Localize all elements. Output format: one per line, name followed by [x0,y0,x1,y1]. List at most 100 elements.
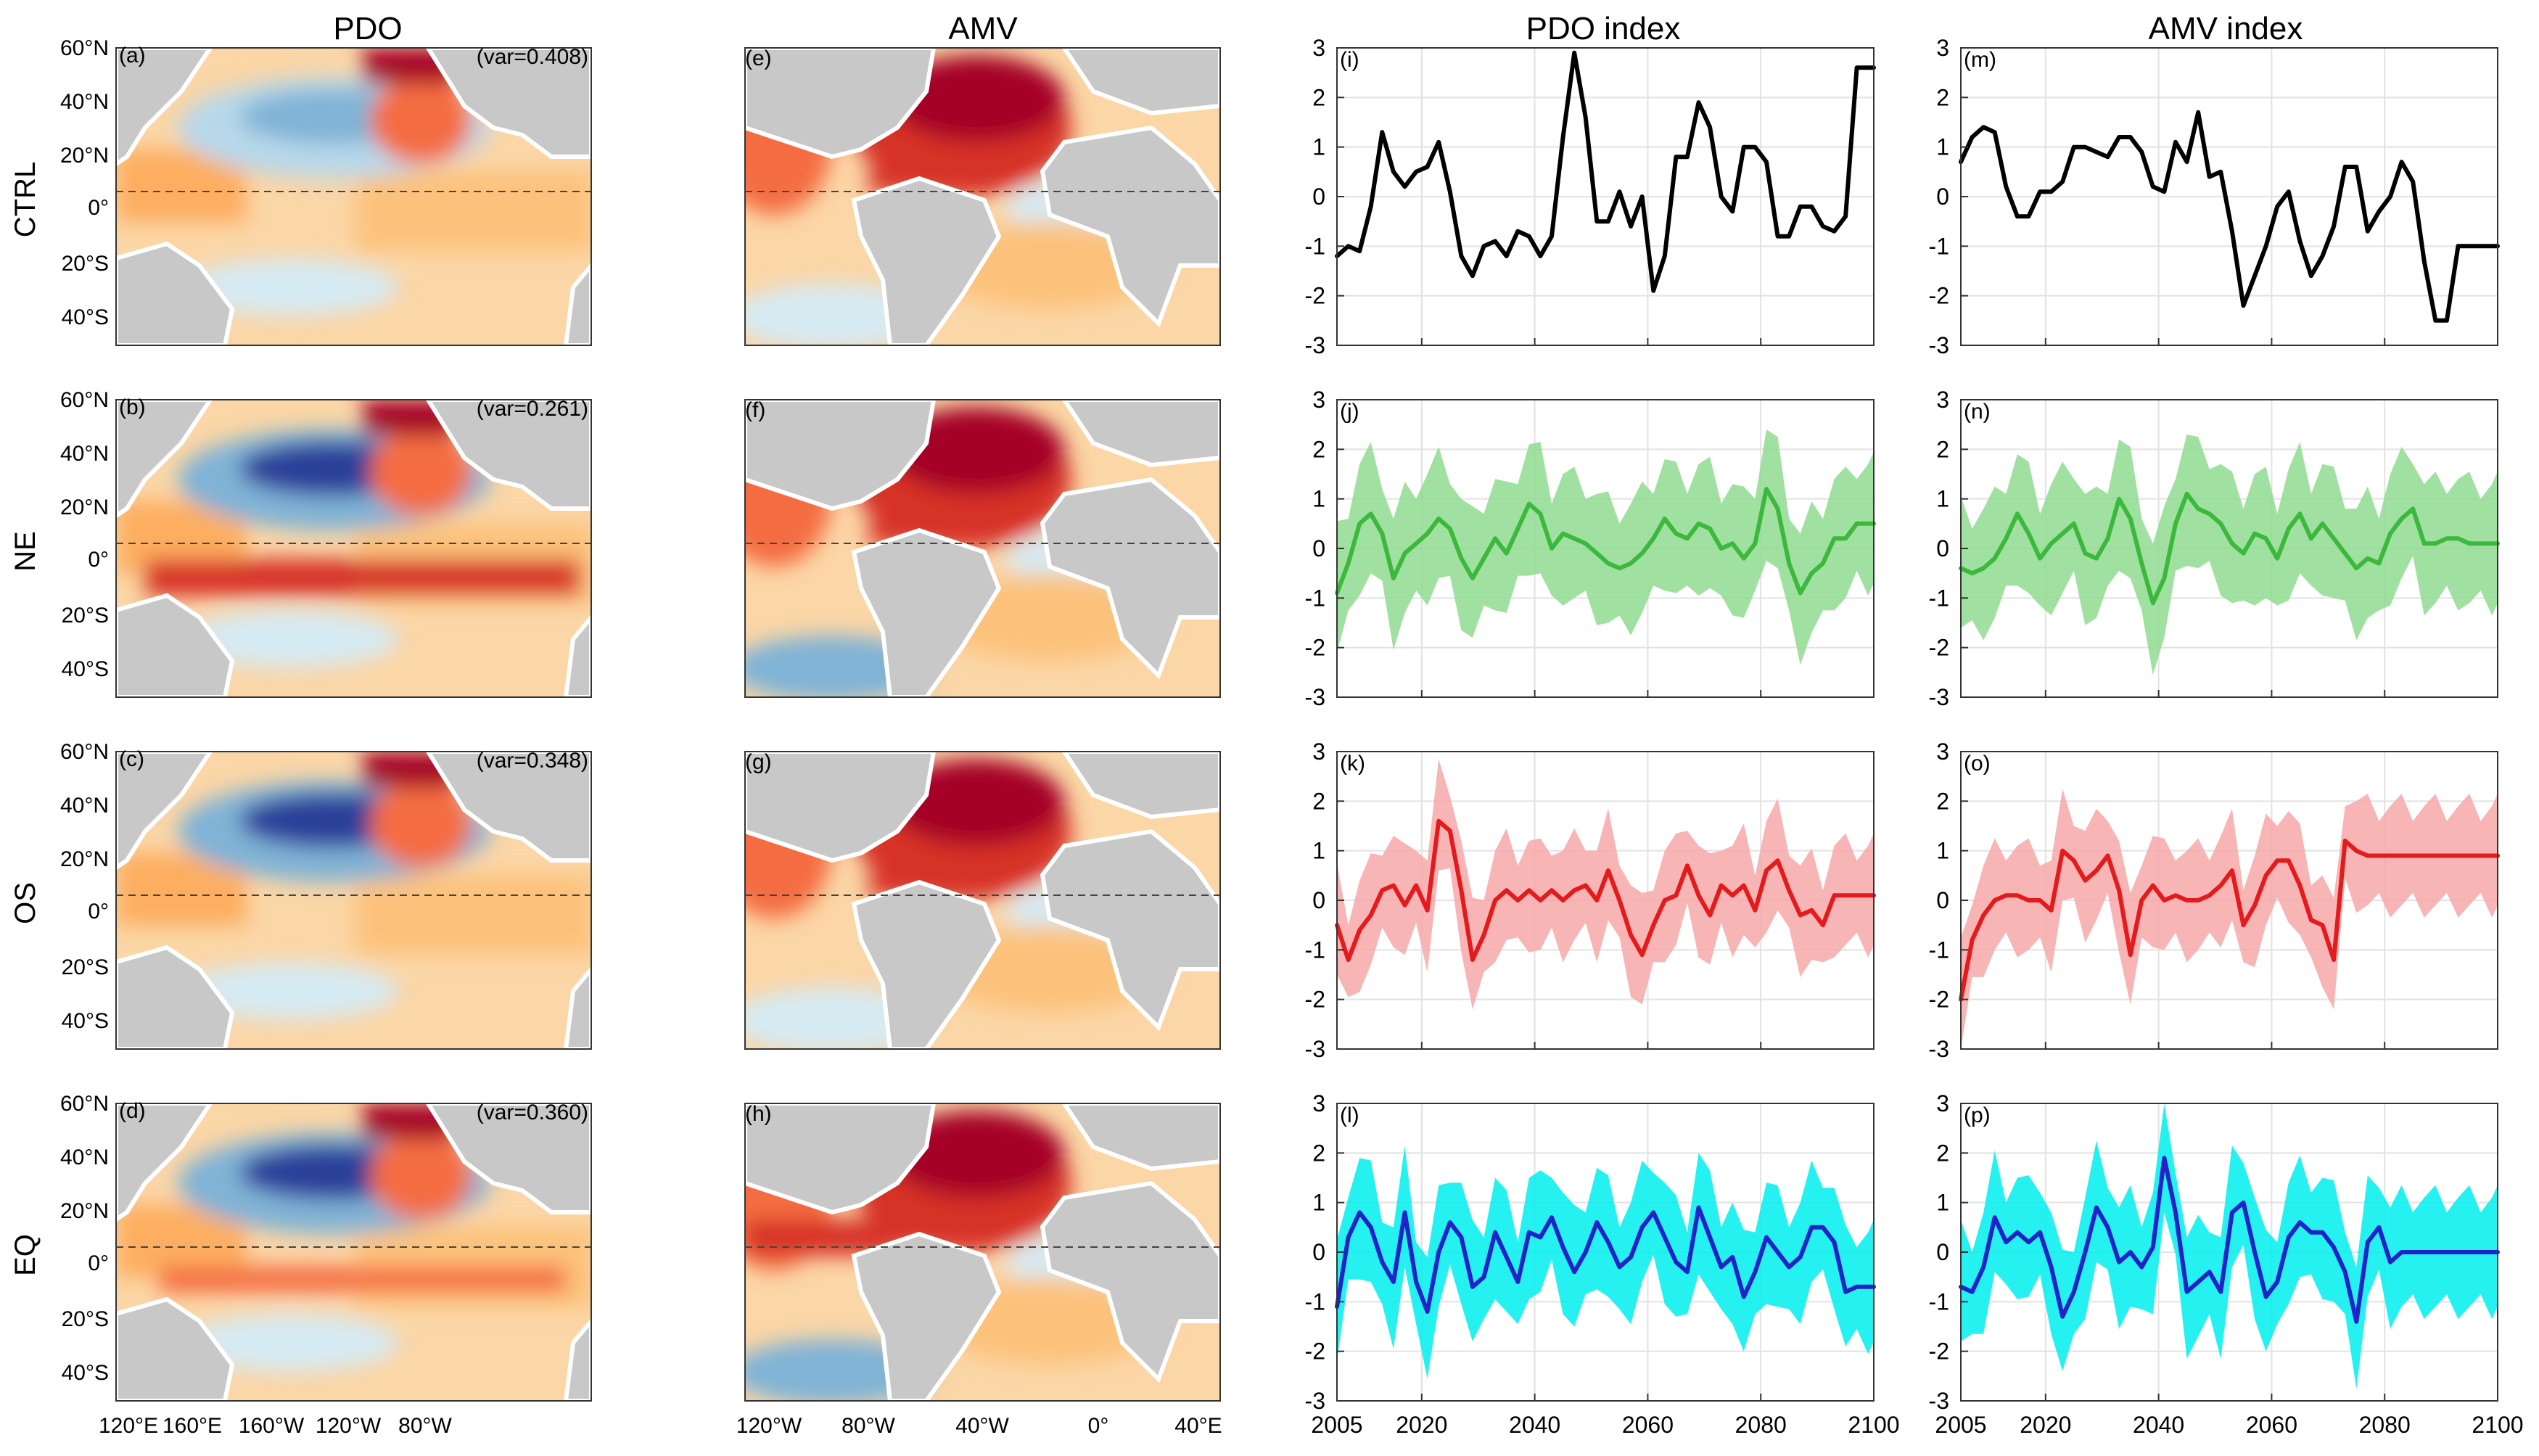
index-line [1335,487,1876,596]
x-tick-label: 2005 [1311,1412,1362,1438]
sst-anomaly-pattern [116,400,591,668]
y-tick-label: 3 [1312,739,1325,765]
index-chart: -3 -2 -1 0 1 2 3 2005 2020 2040 2060 2080 2100 (p) [1929,1090,2524,1438]
panel-label: (o) [1964,752,1991,776]
index-chart: -3 -2 -1 0 1 2 3 (k) [1305,739,1876,1062]
index-chart: -3 -2 -1 0 1 2 3 (m) [1929,35,2500,358]
index-line [1959,839,2500,1002]
y-tick-label: -3 [1929,684,1949,710]
y-tick-label: 1 [1312,486,1325,512]
y-tick-label: 0 [1312,184,1325,210]
land-mask [745,1103,1220,1401]
lat-tick-label: 40°S [62,305,109,329]
lat-tick-label: 0° [88,1251,109,1275]
lon-tick-label: 120°W [316,1414,382,1438]
panel-label: (p) [1964,1103,1991,1127]
y-tick-label: 2 [1936,84,1949,110]
index-chart: -3 -2 -1 0 1 2 3 (o) [1929,739,2500,1062]
lat-tick-label: 20°S [62,604,109,628]
variance-label: (var=0.360) [477,1101,588,1124]
y-tick-label: 1 [1936,134,1949,160]
ensemble-spread-band [1337,429,1874,665]
y-tick-label: 0 [1312,1239,1325,1265]
index-chart: -3 -2 -1 0 1 2 3 (i) [1305,35,1876,358]
lat-tick-label: 20°N [60,1199,109,1223]
lon-tick-label: 160°E [162,1414,222,1438]
panel-label: (e) [745,46,772,70]
lat-tick-label: 0° [88,548,109,572]
y-tick-label: 0 [1312,535,1325,562]
land-mask [745,48,1220,345]
index-line [1335,818,1876,962]
y-tick-label: 1 [1936,1190,1949,1216]
amv-map-panel: (e) [744,46,1221,346]
y-tick-label: -3 [1929,332,1949,358]
pdo-map-column: (a) (var=0.408)60°N40°N20°N0°20°S40°S(b)(… [60,36,592,1438]
y-tick-label: 3 [1312,1090,1325,1116]
lat-tick-label: 20°S [62,1307,109,1331]
land-mask [745,752,1220,1049]
lat-tick-label: 20°N [60,144,109,168]
y-tick-label: 1 [1312,838,1325,864]
map-frame [115,1103,592,1402]
map-frame [115,399,592,698]
y-tick-label: 1 [1936,838,1949,864]
amv-map-panel: (h) 120°W 80°W 40°W 0° 40°E [736,1102,1222,1438]
lon-tick-label: 0° [1088,1414,1109,1438]
y-tick-label: 2 [1312,84,1325,110]
x-tick-label: 2005 [1935,1412,1986,1438]
pdo-map-panel: (c) (var=0.348) 60°N 40°N 20°N 0° 20°S 40°S [60,740,592,1050]
lat-tick-label: 40°N [60,442,109,466]
y-tick-label: 3 [1936,35,1949,61]
y-tick-label: 3 [1312,35,1325,61]
panel-label: (h) [745,1102,772,1126]
lon-tick-label: 160°W [239,1414,305,1438]
panel-label: (n) [1964,400,1991,424]
panel-label: (d) [119,1099,146,1123]
y-tick-label: -2 [1305,283,1325,309]
row-label-ctrl: CTRL [9,162,41,237]
panel-label: (g) [745,750,772,774]
y-tick-label: -1 [1929,1288,1949,1315]
index-chart: -3 -2 -1 0 1 2 3 (n) [1929,387,2500,710]
map-frame [115,47,592,346]
x-tick-label: 2060 [1622,1412,1674,1438]
y-tick-label: -2 [1305,1338,1325,1365]
lat-tick-label: 60°N [60,1092,109,1116]
land-mask [116,48,591,345]
y-tick-label: -3 [1929,1036,1949,1062]
lon-tick-label: 40°E [1174,1414,1222,1438]
land-mask [116,752,591,1049]
pdo-map-panel: (d) (var=0.360) 60°N 40°N 20°N 0° 20°S 40°S 120°… [60,1092,592,1438]
y-tick-label: -1 [1929,937,1949,963]
land-mask [116,1103,591,1401]
amv-map-panel: (g) [744,750,1221,1050]
ensemble-spread-band [1961,789,2498,1049]
y-tick-label: 1 [1936,486,1949,512]
index-chart: -3 -2 -1 0 1 2 3 2005 2020 2040 2060 2080 2100 (l) [1305,1090,1900,1438]
y-tick-label: 1 [1312,1190,1325,1216]
y-tick-label: -2 [1929,635,1949,661]
y-tick-label: -3 [1929,1388,1949,1414]
panel-label: (b) [119,395,146,419]
y-tick-label: 2 [1312,1140,1325,1166]
pdo-map-panel: (b) (var=0.261) 60°N 40°N 20°N 0° 20°S 40°S [60,388,592,698]
map-frame [744,751,1221,1050]
index-line [1335,1205,1876,1314]
x-tick-label: 2040 [1509,1412,1560,1438]
y-tick-label: -2 [1929,1338,1949,1365]
y-tick-label: 3 [1936,387,1949,413]
lon-tick-label: 80°W [398,1414,452,1438]
y-tick-label: 0 [1936,184,1949,210]
amv-map-panel: (f) [744,398,1221,698]
lon-tick-label: 120°E [99,1414,158,1438]
y-tick-label: 3 [1312,387,1325,413]
y-tick-label: -1 [1305,585,1325,611]
y-tick-label: 2 [1312,788,1325,814]
y-tick-label: -2 [1305,987,1325,1013]
index-chart: -3 -2 -1 0 1 2 3 (j) [1305,387,1876,710]
sst-anomaly-pattern [116,752,591,1020]
index-line [1959,491,2500,606]
sst-anomaly-pattern [116,1103,591,1372]
map-frame [744,1103,1221,1402]
